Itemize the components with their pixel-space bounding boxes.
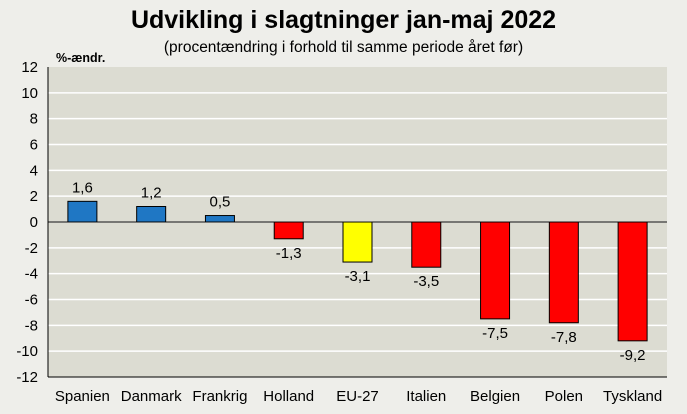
data-label: 1,6 — [72, 179, 93, 196]
data-label: 0,5 — [210, 194, 231, 211]
y-tick-label: -2 — [25, 240, 38, 257]
bar — [548, 221, 579, 324]
x-tick-label: EU-27 — [336, 388, 379, 405]
y-axis-unit-label: %-ændr. — [56, 51, 106, 65]
data-label: 1,2 — [141, 185, 162, 202]
bar — [411, 221, 442, 268]
y-tick-label: 4 — [30, 162, 38, 179]
x-tick-label: Belgien — [470, 388, 520, 405]
bar — [480, 221, 511, 320]
data-label: -3,1 — [345, 268, 371, 285]
bar — [204, 215, 235, 223]
y-tick-label: 12 — [21, 59, 38, 76]
y-tick-label: 6 — [30, 137, 38, 154]
x-tick-label: Frankrig — [192, 388, 247, 405]
data-label: -7,5 — [482, 325, 508, 342]
data-label: -9,2 — [620, 347, 646, 364]
data-label: -7,8 — [551, 329, 577, 346]
bar — [136, 206, 167, 223]
x-tick-label: Italien — [406, 388, 446, 405]
y-tick-label: 10 — [21, 85, 38, 102]
chart-subtitle: (procentændring i forhold til samme peri… — [163, 39, 524, 56]
bar — [617, 221, 648, 342]
y-tick-label: 0 — [30, 214, 38, 231]
x-tick-label: Polen — [545, 388, 583, 405]
y-tick-label: -4 — [25, 266, 38, 283]
bar — [342, 221, 373, 263]
x-tick-label: Spanien — [55, 388, 110, 405]
y-tick-label: -8 — [25, 317, 38, 334]
chart-title: Udvikling i slagtninger jan-maj 2022 — [130, 6, 557, 34]
y-tick-label: -12 — [16, 369, 38, 386]
data-label: -3,5 — [413, 273, 439, 290]
x-tick-label: Tyskland — [603, 388, 662, 405]
y-tick-label: 8 — [30, 111, 38, 128]
data-label: -1,3 — [276, 245, 302, 262]
y-tick-label: 2 — [30, 188, 38, 205]
x-tick-label: Holland — [263, 388, 314, 405]
bar — [273, 221, 304, 240]
y-tick-label: -6 — [25, 292, 38, 309]
y-tick-label: -10 — [16, 343, 38, 360]
bar — [67, 200, 98, 223]
x-tick-label: Danmark — [121, 388, 182, 405]
